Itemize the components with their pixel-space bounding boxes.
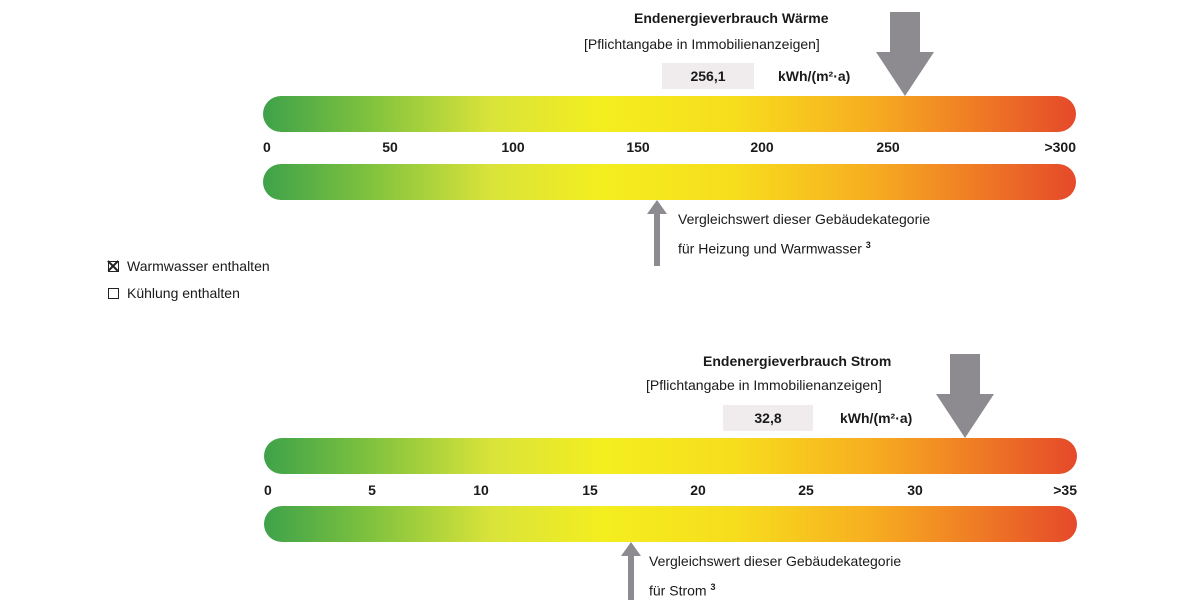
power-comparison-arrow-icon [621,542,641,600]
power-scale-bar-top [264,438,1077,474]
heat-tick: 150 [626,139,650,155]
heat-comparison-line1: Vergleichswert dieser Gebäudekategorie [678,211,931,227]
power-tick: 20 [690,482,706,498]
heat-tick: 100 [501,139,525,155]
warmwasser-checkbox[interactable] [108,260,119,272]
heat-scale-bar-bottom [263,164,1076,200]
power-subtitle: [Pflichtangabe in Immobilienanzeigen] [646,377,882,393]
kuehlung-checkbox[interactable] [108,287,119,299]
heat-comparison-arrow-icon [647,200,667,266]
power-tick: 10 [473,482,489,498]
heat-unit: kWh/(m²·a) [778,68,851,84]
power-value: 32,8 [723,405,813,431]
power-tick: 30 [907,482,923,498]
heat-comparison-label: Vergleichswert dieser Gebäudekategorie f… [678,206,930,262]
heat-subtitle: [Pflichtangabe in Immobilienanzeigen] [584,36,820,52]
warmwasser-option: Warmwasser enthalten [108,258,270,274]
heat-tick: 200 [750,139,774,155]
power-tick: 0 [264,482,272,498]
power-tick-labels: 0 5 10 15 20 25 30 >35 [0,482,1200,502]
heat-title: Endenergieverbrauch Wärme [634,10,829,26]
power-title: Endenergieverbrauch Strom [703,353,892,369]
power-tick: 25 [798,482,814,498]
heat-tick-labels: 0 50 100 150 200 250 >300 [0,139,1200,159]
power-scale-bar-bottom [264,506,1077,542]
heat-consumption-arrow-icon [876,12,934,96]
power-tick: 5 [368,482,376,498]
kuehlung-option: Kühlung enthalten [108,285,240,301]
heat-value: 256,1 [662,63,754,89]
warmwasser-label: Warmwasser enthalten [127,258,270,274]
power-consumption-arrow-icon [936,354,994,438]
heat-tick: 0 [263,139,271,155]
power-comparison-line1: Vergleichswert dieser Gebäudekategorie [649,553,902,569]
heat-comparison-line2: für Heizung und Warmwasser 3 [678,240,871,257]
kuehlung-label: Kühlung enthalten [127,285,240,301]
power-comparison-line2: für Strom 3 [649,582,716,599]
power-tick: >35 [1053,482,1077,498]
power-tick: 15 [582,482,598,498]
power-comparison-label: Vergleichswert dieser Gebäudekategorie f… [649,548,901,604]
heat-tick: >300 [1044,139,1076,155]
heat-tick: 250 [876,139,900,155]
power-unit: kWh/(m²·a) [840,410,913,426]
heat-tick: 50 [382,139,398,155]
heat-scale-bar-top [263,96,1076,132]
